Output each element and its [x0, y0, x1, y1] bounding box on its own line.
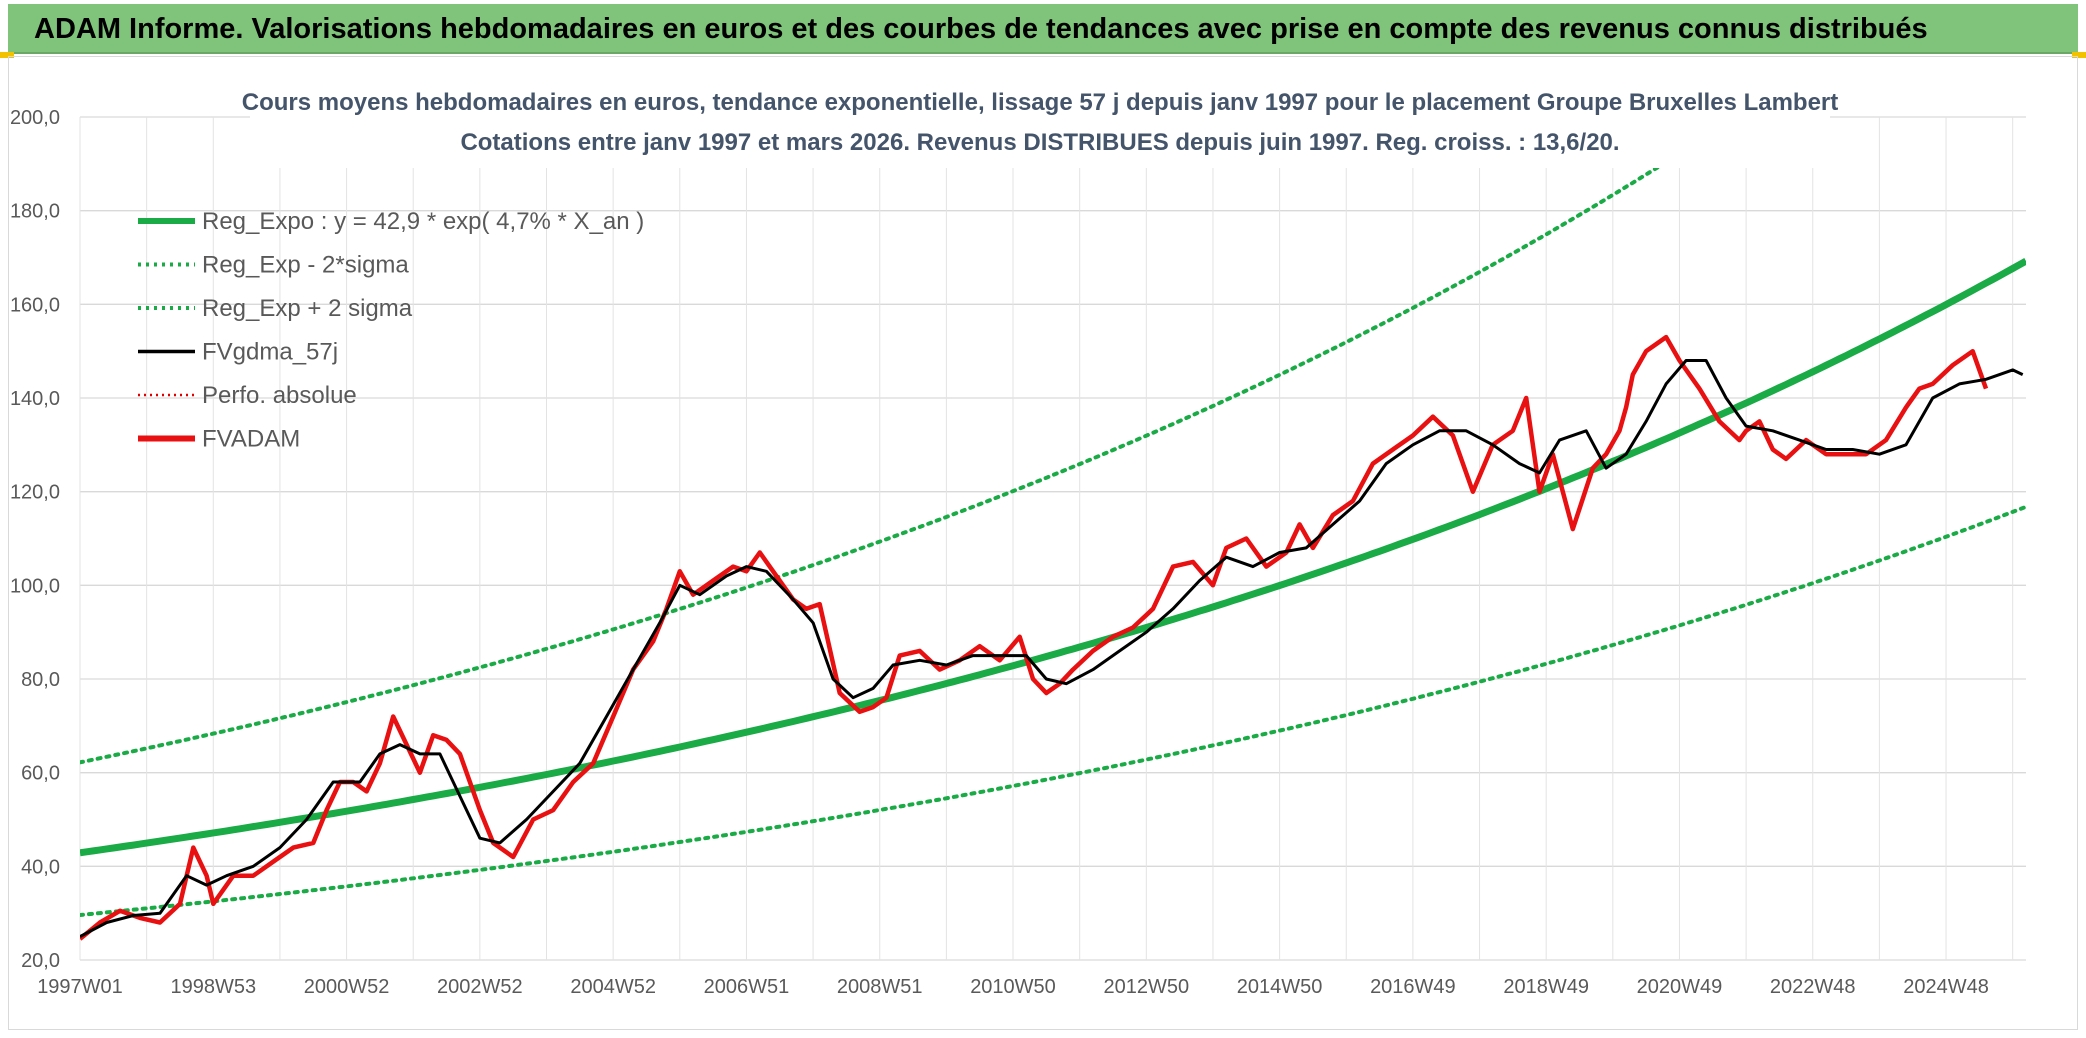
x-tick-label: 1998W53: [170, 976, 256, 998]
legend-label: Perfo. absolue: [202, 382, 357, 409]
series-reg-expo: [80, 258, 2026, 857]
x-tick-label: 2024W48: [1903, 976, 1989, 998]
plot-area: [80, 117, 2026, 941]
y-tick-label: 160,0: [10, 294, 60, 316]
legend-label: Reg_Exp - 2*sigma: [202, 252, 409, 279]
x-tick-label: 2014W50: [1237, 976, 1323, 998]
x-tick-label: 2022W48: [1770, 976, 1856, 998]
x-tick-label: 2010W50: [970, 976, 1056, 998]
y-tick-label: 40,0: [21, 856, 60, 878]
y-tick-label: 140,0: [10, 388, 60, 410]
x-tick-label: 2002W52: [437, 976, 523, 998]
legend: Reg_Expo : y = 42,9 * exp( 4,7% * X_an )…: [138, 208, 644, 453]
series-fvgdma-57j: [80, 359, 2024, 938]
legend-label: FVgdma_57j: [202, 339, 338, 366]
legend-label: FVADAM: [202, 426, 300, 453]
legend-label: Reg_Expo : y = 42,9 * exp( 4,7% * X_an ): [202, 208, 644, 235]
legend-label: Reg_Exp + 2 sigma: [202, 295, 413, 322]
banner-corner-right: [2072, 52, 2086, 58]
series-group: [80, 117, 2026, 941]
x-tick-label: 2000W52: [304, 976, 390, 998]
x-tick-label: 2006W51: [704, 976, 790, 998]
y-tick-label: 80,0: [21, 669, 60, 691]
grid-lines: [79, 116, 2026, 961]
chart-title-line2: Cotations entre janv 1997 et mars 2026. …: [460, 129, 1619, 156]
y-tick-label: 200,0: [10, 107, 60, 129]
banner-corner-left: [0, 52, 14, 58]
y-tick-label: 60,0: [21, 763, 60, 785]
y-tick-label: 20,0: [21, 950, 60, 972]
x-tick-label: 2004W52: [570, 976, 656, 998]
x-axis-ticks: 1997W01 1998W53 2000W52 2002W52 2004W52 2006W…: [37, 976, 1989, 998]
title-backdrop: [250, 80, 1830, 168]
x-tick-label: 2012W50: [1103, 976, 1189, 998]
x-tick-label: 2018W49: [1503, 976, 1589, 998]
y-tick-label: 120,0: [10, 482, 60, 504]
series-reg-exp-plus-2sigma: [80, 117, 1740, 765]
report-banner: ADAM Informe. Valorisations hebdomadaire…: [8, 4, 2078, 54]
y-axis-ticks: 20,0 40,0 60,0 80,0 100,0 120,0 140,0 160,0 180,…: [10, 107, 60, 972]
chart-title-line1: Cours moyens hebdomadaires en euros, ten…: [242, 89, 1839, 116]
x-tick-label: 2020W49: [1637, 976, 1723, 998]
y-tick-label: 100,0: [10, 575, 60, 597]
x-tick-label: 1997W01: [37, 976, 123, 998]
x-tick-label: 2016W49: [1370, 976, 1456, 998]
series-reg-exp-minus-2sigma: [80, 504, 2026, 917]
x-tick-label: 2008W51: [837, 976, 923, 998]
y-tick-label: 180,0: [10, 201, 60, 223]
